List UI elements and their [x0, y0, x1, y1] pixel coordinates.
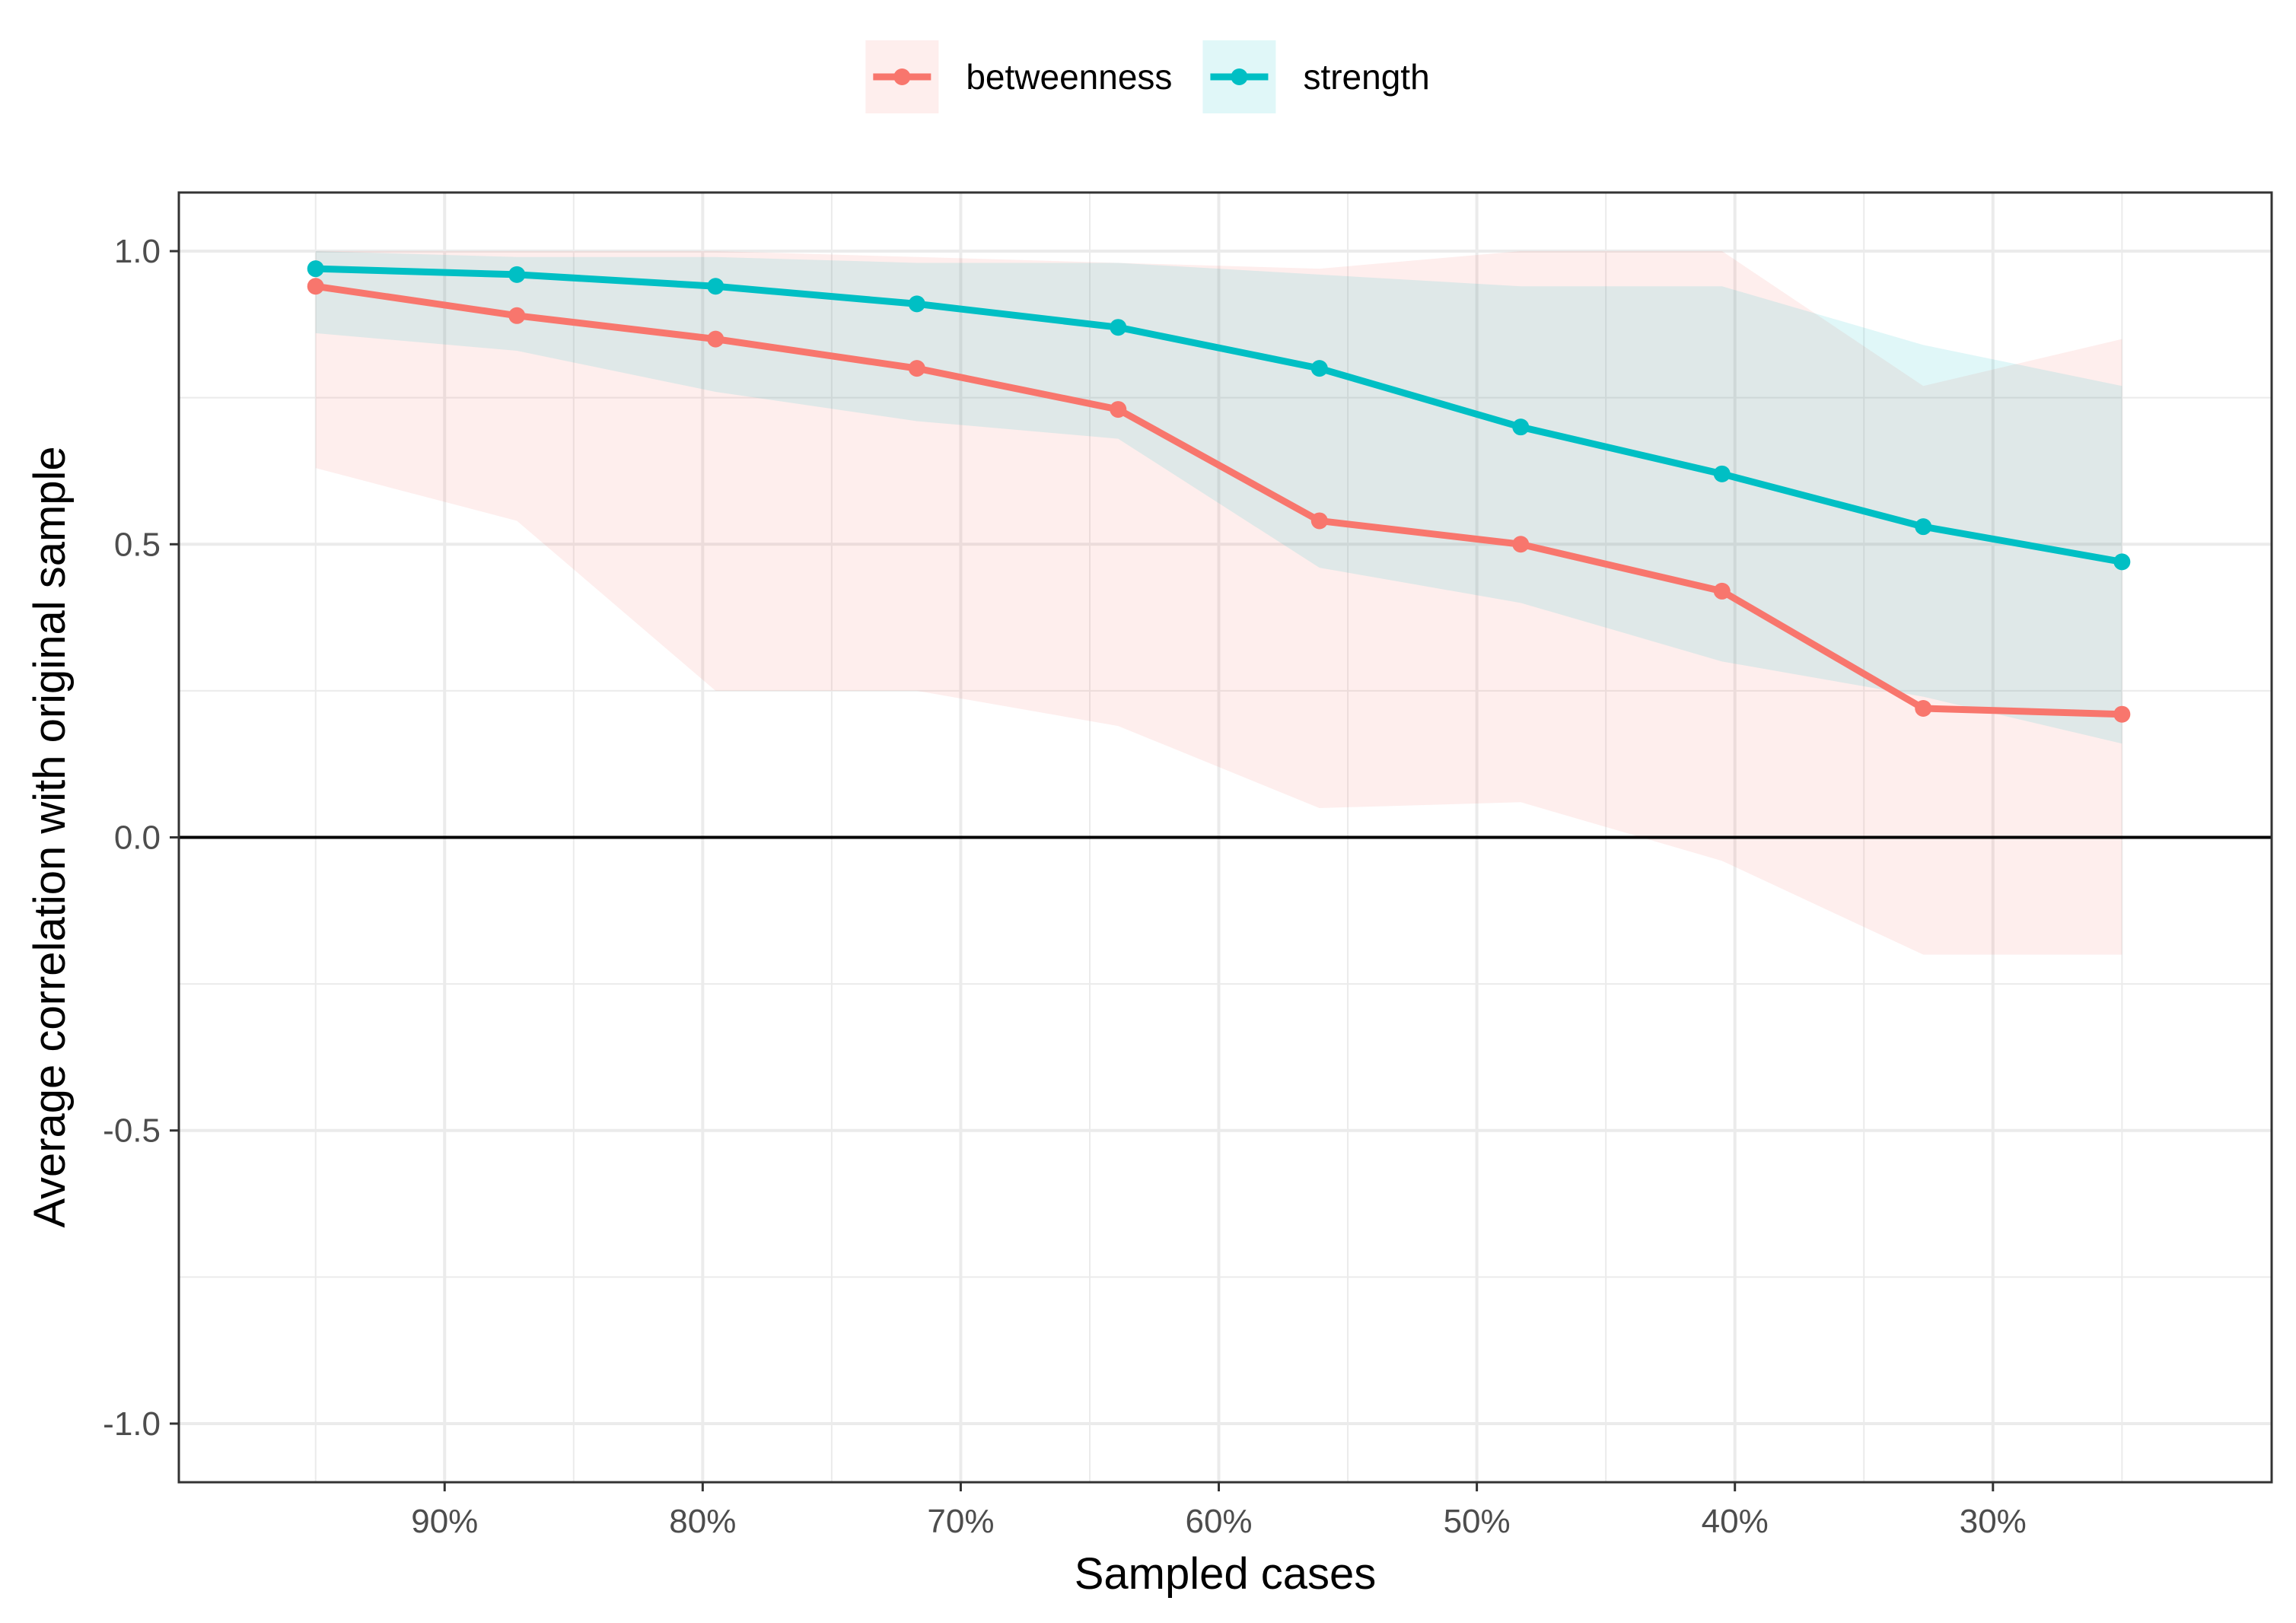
point-betweenness: [1110, 401, 1127, 418]
point-strength: [307, 260, 324, 278]
band-betweenness: [315, 251, 2122, 955]
y-axis-title: Average correlation with original sample: [25, 446, 75, 1227]
legend-point-betweenness: [893, 68, 911, 85]
point-betweenness: [908, 360, 925, 377]
point-strength: [1110, 319, 1127, 336]
axes: 90% 80% 70% 60% 50% 40% 30% 1.0 0.5 0.0 -0.5 -1.0: [103, 233, 2027, 1540]
legend-label-betweenness: betweenness: [966, 57, 1172, 97]
x-tick-label: 90%: [411, 1503, 478, 1540]
legend: betweenness strength: [865, 40, 1430, 113]
point-betweenness: [1512, 536, 1530, 553]
y-tick-label: 1.0: [114, 233, 161, 270]
confidence-bands: [315, 251, 2122, 955]
x-tick-label: 80%: [669, 1503, 736, 1540]
series-lines: [315, 265, 2123, 718]
point-strength: [908, 295, 925, 313]
line-strength: [315, 265, 2123, 565]
point-strength: [508, 266, 526, 283]
point-strength: [1310, 360, 1328, 377]
point-betweenness: [2113, 705, 2131, 723]
point-strength: [2113, 553, 2131, 571]
point-strength: [707, 278, 724, 295]
x-tick-label: 50%: [1444, 1503, 1511, 1540]
point-betweenness: [1713, 582, 1731, 600]
y-tick-label: -1.0: [103, 1405, 161, 1443]
x-tick-label: 70%: [927, 1503, 994, 1540]
series-points: [307, 260, 2131, 723]
point-betweenness: [707, 330, 724, 348]
y-tick-label: 0.0: [114, 819, 161, 857]
point-betweenness: [1915, 700, 1932, 717]
y-tick-label: -0.5: [103, 1112, 161, 1150]
point-strength: [1915, 518, 1932, 536]
point-strength: [1713, 465, 1731, 482]
point-betweenness: [1310, 512, 1328, 530]
line-betweenness: [315, 282, 2122, 718]
x-tick-label: 40%: [1702, 1503, 1769, 1540]
point-betweenness: [508, 307, 526, 324]
x-axis-title: Sampled cases: [1075, 1549, 1377, 1599]
band-strength: [315, 251, 2122, 744]
legend-label-strength: strength: [1303, 57, 1429, 97]
x-tick-label: 60%: [1185, 1503, 1252, 1540]
point-strength: [1512, 418, 1530, 436]
legend-point-strength: [1231, 68, 1248, 85]
x-tick-label: 30%: [1960, 1503, 2027, 1540]
point-betweenness: [307, 278, 324, 295]
y-tick-label: 0.5: [114, 526, 161, 563]
